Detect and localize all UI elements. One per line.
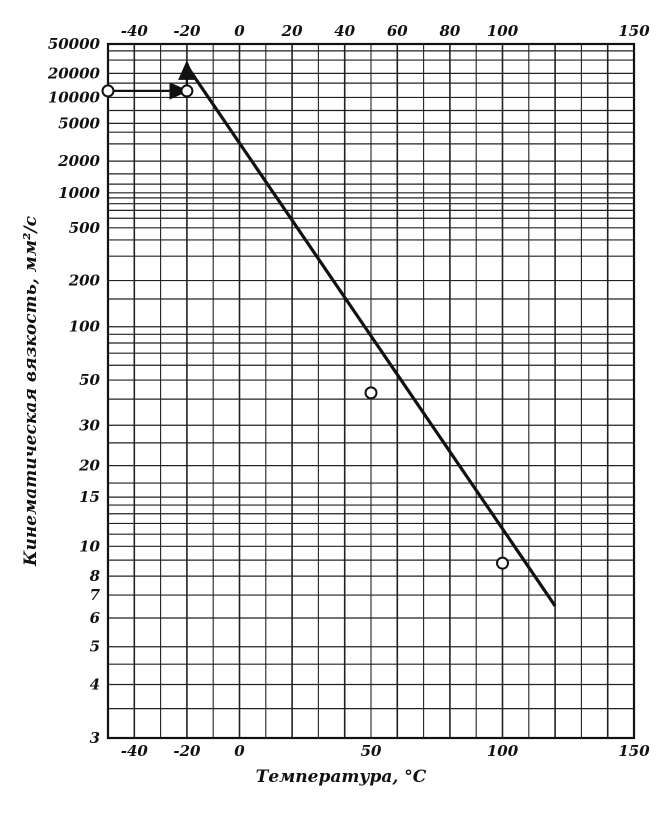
x-tick-label-bottom: -20 [173,742,201,760]
data-point-marker [364,386,378,400]
y-tick-label: 10 [79,537,100,555]
tick-labels: 5000020000100005000200010005002001005030… [47,22,650,760]
y-tick-label: 8 [90,567,101,585]
y-tick-label: 10000 [48,88,101,106]
y-tick-label: 100 [69,318,101,336]
y-tick-label: 1000 [58,184,100,202]
x-axis-label: Температура, °С [256,767,427,787]
x-tick-label-top: 80 [439,22,460,40]
y-tick-label: 20000 [47,64,101,82]
y-tick-label: 500 [69,219,101,237]
x-tick-label-top: 100 [487,22,519,40]
series-line [185,65,557,607]
x-tick-label-top: 20 [281,22,303,40]
y-tick-label: 5 [90,638,100,656]
y-tick-label: 3 [90,729,100,747]
y-tick-label: 4 [90,676,100,694]
x-tick-label-top: 150 [618,22,650,40]
y-tick-label: 6 [90,609,101,627]
grid-lines [108,44,634,738]
y-axis-label: Кинематическая вязкость, мм²/с [21,215,41,567]
x-tick-label-bottom: -40 [121,742,149,760]
x-tick-label-top: 60 [387,22,408,40]
x-tick-label-top: 0 [234,22,245,40]
x-tick-label-bottom: 50 [361,742,382,760]
x-tick-label-top: 40 [334,22,355,40]
data-point-marker [496,556,509,570]
y-tick-label: 15 [79,488,100,506]
y-tick-label: 50000 [48,35,101,53]
x-tick-label-bottom: 0 [234,742,245,760]
data-point-marker [101,84,115,98]
plot-frame [106,42,636,740]
y-tick-label: 2000 [57,152,100,170]
y-tick-label: 50 [79,371,100,389]
y-tick-label: 30 [79,416,100,434]
data-point-marker [180,84,194,98]
y-tick-label: 7 [90,586,101,604]
point-markers [101,84,509,570]
x-tick-label-top: -20 [173,22,201,40]
y-tick-label: 5000 [58,114,100,132]
y-tick-label: 200 [68,272,101,290]
x-tick-label-top: -40 [121,22,149,40]
y-tick-label: 20 [78,457,100,475]
x-tick-label-bottom: 100 [487,742,519,760]
x-tick-label-bottom: 150 [618,742,650,760]
